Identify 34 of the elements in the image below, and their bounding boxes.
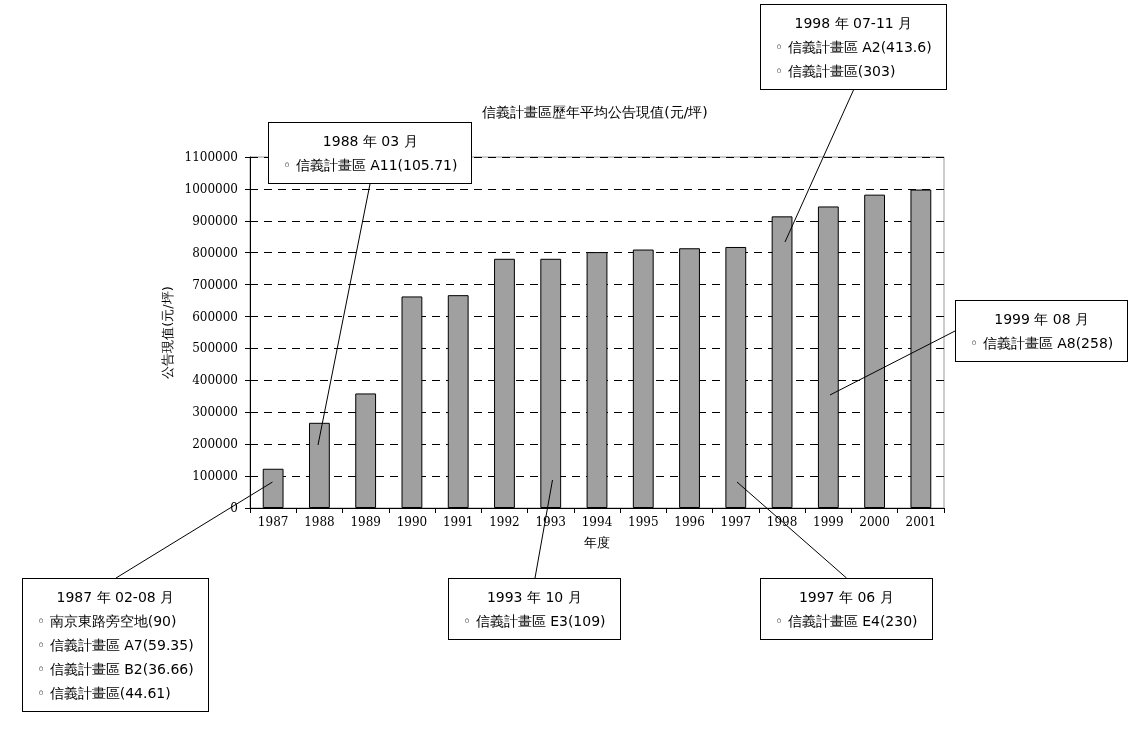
y-axis-title: 公告現值(元/坪) bbox=[159, 286, 175, 379]
y-tick-label: 400000 bbox=[192, 373, 238, 388]
x-tick-label: 1994 bbox=[581, 515, 613, 529]
y-tick-label: 100000 bbox=[192, 469, 238, 484]
y-tick-label: 500000 bbox=[192, 341, 238, 356]
x-tick-label: 1990 bbox=[396, 515, 428, 529]
x-tick-label: 1991 bbox=[442, 515, 474, 529]
y-tick-label: 600000 bbox=[192, 309, 238, 324]
x-tick-label: 2000 bbox=[859, 515, 890, 529]
y-tick-label: 300000 bbox=[192, 405, 238, 420]
x-tick-label: 1988 bbox=[304, 515, 335, 529]
x-tick-label: 1989 bbox=[350, 515, 381, 529]
x-tick-label: 1996 bbox=[674, 515, 705, 529]
y-tick-label: 900000 bbox=[192, 213, 238, 228]
x-tick-label: 1995 bbox=[627, 515, 659, 529]
y-tick-label: 1000000 bbox=[184, 181, 238, 196]
x-tick-label: 1997 bbox=[720, 515, 752, 529]
y-tick-label: 200000 bbox=[192, 437, 238, 452]
callout-box: 1997 年 06 月 ◦ 信義計畫區 E4(230) bbox=[760, 578, 933, 640]
callout-box: 1999 年 08 月 ◦ 信義計畫區 A8(258) bbox=[955, 300, 1129, 362]
y-tick-label: 700000 bbox=[192, 277, 238, 292]
chart-title: 信義計畫區歷年平均公告現值(元/坪) bbox=[482, 104, 708, 120]
x-axis-title: 年度 bbox=[584, 535, 610, 550]
callout-box: 1998 年 07-11 月 ◦ 信義計畫區 A2(413.6) ◦ 信義計畫區(303) bbox=[760, 4, 947, 90]
annotation: 1988 年 03 月 ◦ 信義計畫區 A11(105.71) bbox=[283, 132, 458, 175]
x-tick-label: 1987 bbox=[257, 515, 289, 529]
x-tick-label: 2001 bbox=[905, 515, 937, 529]
callout-box: 1987 年 02-08 月 ◦ 南京東路旁空地(90) ◦ 信義計畫區 A7(59.35) ◦ 信義計畫區 B2(36.66) ◦ 信義計畫區(44.61) bbox=[22, 578, 209, 712]
callout-box: 1993 年 10 月 ◦ 信義計畫區 E3(109) bbox=[448, 578, 621, 640]
y-tick-label: 1100000 bbox=[184, 150, 238, 164]
y-tick-label: 800000 bbox=[192, 245, 238, 260]
x-tick-label: 1992 bbox=[489, 515, 520, 529]
callout-box: 1988 年 03 月 ◦ 信義計畫區 A11(105.71) bbox=[268, 122, 473, 184]
x-tick-label: 1999 bbox=[813, 515, 844, 529]
